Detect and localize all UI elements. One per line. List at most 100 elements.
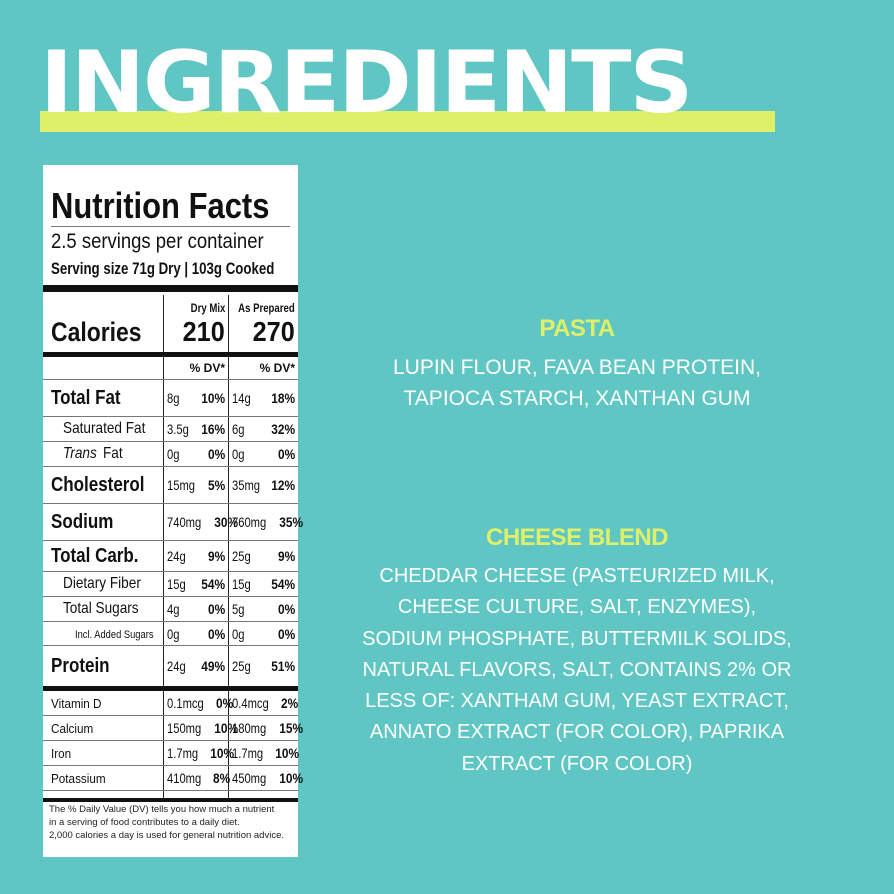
nutrient-name: Total Sugars — [63, 600, 139, 617]
dry-cell: 15g 54% — [163, 572, 228, 596]
nutrient-label: Vitamin D — [43, 695, 163, 712]
prep-daily-value: 0% — [277, 625, 295, 642]
prep-cell: 15g 54% — [228, 572, 298, 596]
nutrient-label: Saturated Fat — [43, 420, 163, 438]
nutrient-name: Total Fat — [51, 386, 121, 409]
dry-daily-value: 0% — [215, 695, 234, 711]
prep-cell: 180mg 15% — [228, 716, 303, 740]
nutrient-name: Potassium — [51, 770, 106, 786]
nutrient-row: Trans Fat 0g 0% 0g 0% — [43, 442, 298, 467]
nutrient-row: Total Sugars 4g 0% 5g 0% — [43, 597, 298, 622]
as-prepared-header: As Prepared — [238, 301, 295, 315]
ingredient-line: EXTRACT (FOR COLOR) — [461, 752, 693, 775]
dry-cell: 0.1mcg 0% — [163, 691, 233, 715]
ingredient-line: TAPIOCA STARCH, XANTHAN GUM — [403, 387, 751, 411]
prep-daily-value: 10% — [275, 745, 299, 761]
dry-cell: 0g 0% — [163, 442, 228, 466]
nutrient-row: Cholesterol 15mg 5% 35mg 12% — [43, 467, 298, 504]
dry-amount: 15g — [167, 576, 186, 592]
ingredient-line: SODIUM PHOSPHATE, BUTTERMILK SOLIDS, — [362, 627, 792, 650]
pasta-ingredients: LUPIN FLOUR, FAVA BEAN PROTEIN, TAPIOCA … — [330, 352, 824, 415]
nutrient-label: Trans Fat — [43, 445, 163, 463]
prep-amount: 0g — [232, 446, 245, 462]
nutrient-label: Calcium — [43, 720, 163, 737]
nutrient-row: Vitamin D 0.1mcg 0% 0.4mcg 2% — [43, 691, 298, 716]
cheese-blend-ingredients: CHEDDAR CHEESE (PASTEURIZED MILK, CHEESE… — [330, 561, 824, 780]
dry-cell: 24g 9% — [163, 541, 228, 571]
prep-cell: 35mg 12% — [228, 467, 298, 503]
dry-cell: 410mg 8% — [163, 766, 230, 790]
ingredient-line: LESS OF: XANTHAM GUM, YEAST EXTRACT, — [365, 690, 789, 713]
nutrient-row: Saturated Fat 3.5g 16% 6g 32% — [43, 417, 298, 442]
dry-amount: 410mg — [167, 770, 202, 786]
nutrient-table: % DV*% DV* Total Fat 8g 10% 14g 18% Saturated … — [43, 356, 303, 802]
prep-amount: 0.4mcg — [232, 695, 269, 711]
prep-cell: 25g 51% — [228, 646, 298, 686]
nutrient-name: Vitamin D — [51, 695, 102, 711]
prep-daily-value: 51% — [271, 658, 295, 674]
dry-daily-value: 10% — [210, 745, 234, 761]
nutrient-name: Calcium — [51, 720, 94, 736]
prep-amount: 1.7mg — [232, 745, 264, 761]
prep-daily-value: 54% — [271, 576, 295, 592]
ingredient-line: NATURAL FLAVORS, SALT, CONTAINS 2% OR — [362, 658, 792, 681]
nutrient-label: Potassium — [43, 770, 163, 787]
prep-daily-value: 18% — [271, 390, 295, 406]
ingredient-line: CHEESE CULTURE, SALT, ENZYMES), — [397, 596, 757, 619]
prep-daily-value: 0% — [277, 446, 295, 462]
footnote-line: in a serving of food contributes to a da… — [49, 817, 240, 828]
nutrient-row: Calcium 150mg 10% 180mg 15% — [43, 716, 303, 741]
dry-daily-value: 0% — [207, 601, 225, 617]
nutrition-facts-label: Nutrition Facts 2.5 servings per contain… — [43, 165, 303, 857]
calories-label: Calories — [51, 317, 142, 347]
dry-daily-value: 10% — [201, 390, 225, 406]
dry-dv-header: % DV* — [163, 356, 228, 379]
nutrient-row: Iron 1.7mg 10% 1.7mg 10% — [43, 741, 299, 766]
dry-daily-value: 16% — [201, 421, 225, 437]
prep-daily-value: 2% — [280, 695, 299, 711]
prep-daily-value: 12% — [271, 477, 296, 493]
prep-daily-value: 15% — [279, 720, 303, 736]
ingredient-line: LUPIN FLOUR, FAVA BEAN PROTEIN, — [393, 356, 761, 379]
nutrient-row: Dietary Fiber 15g 54% 15g 54% — [43, 572, 298, 597]
pasta-heading: PASTA — [539, 315, 615, 342]
calories-row: Calories Dry Mix As Prepared 210 270 — [43, 295, 298, 352]
prep-amount: 0g — [232, 625, 245, 642]
ingredient-line: CHEDDAR CHEESE (PASTEURIZED MILK, — [379, 565, 775, 587]
servings-per-container: 2.5 servings per container — [51, 230, 264, 253]
dry-amount: 0.1mcg — [167, 695, 204, 711]
prep-amount: 25g — [232, 548, 251, 564]
dry-amount: 740mg — [167, 514, 202, 530]
dry-daily-value: 9% — [207, 548, 225, 564]
nutrient-label: Dietary Fiber — [43, 575, 163, 593]
prep-amount: 450mg — [232, 770, 267, 786]
dry-amount: 0g — [167, 446, 180, 462]
footnote-line: 2,000 calories a day is used for general… — [49, 830, 284, 841]
prep-dv-header: % DV* — [228, 356, 298, 379]
prep-daily-value: 9% — [277, 548, 295, 564]
nutrient-row: Sodium 740mg 30% 760mg 35% — [43, 504, 303, 541]
nutrient-label: Sodium — [43, 511, 163, 534]
nutrient-row: Total Fat 8g 10% 14g 18% — [43, 380, 298, 417]
dry-daily-value: 0% — [207, 625, 225, 642]
dry-daily-value: 5% — [207, 477, 225, 493]
prep-daily-value: 35% — [279, 514, 303, 530]
prep-cell: 450mg 10% — [228, 766, 303, 790]
dry-amount: 1.7mg — [167, 745, 199, 761]
dry-cell: 150mg 10% — [163, 716, 238, 740]
empty-cell — [163, 791, 228, 798]
dry-cell: 0g 0% — [163, 622, 228, 645]
dry-cell: 8g 10% — [163, 380, 228, 416]
prep-cell: 0.4mcg 2% — [228, 691, 298, 715]
dry-daily-value: 30% — [214, 514, 238, 530]
dry-cell: 24g 49% — [163, 646, 228, 686]
prep-daily-value: 0% — [277, 601, 295, 617]
dry-amount: 3.5g — [167, 421, 189, 437]
dry-mix-header: Dry Mix — [190, 301, 225, 315]
nutrient-label: Total Fat — [43, 387, 163, 410]
prep-cell: 760mg 35% — [228, 504, 303, 540]
spacer-row — [43, 791, 298, 802]
nutrient-name: Cholesterol — [51, 473, 145, 496]
nutrient-name: Saturated Fat — [63, 420, 146, 437]
prep-cell: 0g 0% — [228, 442, 298, 466]
